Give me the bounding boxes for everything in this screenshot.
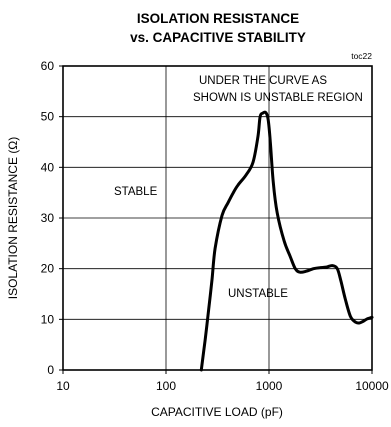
axis-ticks [59, 65, 373, 374]
x-axis-label: CAPACITIVE LOAD (pF) [151, 405, 283, 419]
y-tick-label: 60 [41, 59, 55, 73]
y-tick-label: 40 [41, 160, 55, 174]
annotation-unstable: UNSTABLE [228, 288, 288, 300]
x-tick-label: 10 [56, 379, 70, 393]
annotation-region-line2: SHOWN IS UNSTABLE REGION [193, 92, 363, 104]
y-tick-label: 50 [41, 110, 55, 124]
isolation-resistance-curve [199, 110, 374, 372]
x-tick-label: 100 [156, 379, 176, 393]
y-tick-label: 30 [41, 211, 55, 225]
x-tick-labels: 10 100 1000 10000 [56, 379, 389, 393]
y-tick-label: 10 [41, 312, 55, 326]
grid-lines [63, 66, 372, 370]
y-tick-label: 20 [41, 262, 55, 276]
annotation-region-line1: UNDER THE CURVE AS [199, 75, 327, 87]
y-tick-label: 0 [47, 363, 54, 377]
chart-title-line2: vs. CAPACITIVE STABILITY [130, 30, 306, 45]
y-tick-labels: 0 10 20 30 40 50 60 [41, 59, 55, 377]
x-tick-label: 1000 [256, 379, 283, 393]
annotation-stable: STABLE [114, 186, 158, 198]
figure-tag: toc22 [351, 51, 372, 61]
chart-title-line1: ISOLATION RESISTANCE [137, 11, 299, 26]
y-axis-label: ISOLATION RESISTANCE (Ω) [6, 137, 20, 300]
x-tick-label: 10000 [355, 379, 389, 393]
